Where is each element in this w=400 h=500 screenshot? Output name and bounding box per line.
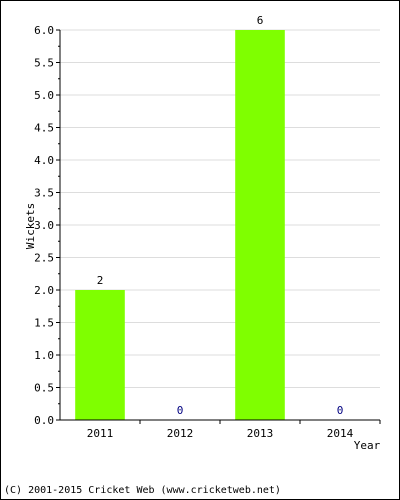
x-tick-label: 2012: [167, 427, 194, 440]
data-label-2012: 0: [177, 404, 184, 417]
data-label-2011: 2: [97, 274, 104, 287]
y-tick-label: 2.0: [34, 284, 54, 297]
x-tick-label: 2013: [247, 427, 274, 440]
y-tick-label: 2.5: [34, 252, 54, 265]
y-tick-label: 1.5: [34, 317, 54, 330]
y-tick-label: 3.0: [34, 219, 54, 232]
x-tick-label: 2011: [87, 427, 114, 440]
bars: [75, 30, 285, 420]
y-tick-label: 0.0: [34, 414, 54, 427]
y-tick-label: 5.5: [34, 57, 54, 70]
bar-2013: [235, 30, 285, 420]
data-label-2013: 6: [257, 14, 264, 27]
x-tick-label: 2014: [327, 427, 354, 440]
y-tick-label: 3.5: [34, 187, 54, 200]
y-tick-label: 4.0: [34, 154, 54, 167]
axes: 0.0 0.5 1.0 1.5 2.0 2.5 3.0 3.5 4.0 4.5 5.0 5.5 6.0 2…: [34, 24, 381, 440]
y-tick-label: 6.0: [34, 24, 54, 37]
y-tick-label: 1.0: [34, 349, 54, 362]
copyright-footer: (C) 2001-2015 Cricket Web (www.cricketwe…: [4, 485, 281, 496]
y-tick-label: 4.5: [34, 122, 54, 135]
y-tick-label: 5.0: [34, 89, 54, 102]
x-axis-label: Year: [354, 439, 381, 452]
data-label-2014: 0: [337, 404, 344, 417]
y-axis-label: Wickets: [24, 203, 37, 249]
y-tick-label: 0.5: [34, 382, 54, 395]
bar-2011: [75, 290, 125, 420]
